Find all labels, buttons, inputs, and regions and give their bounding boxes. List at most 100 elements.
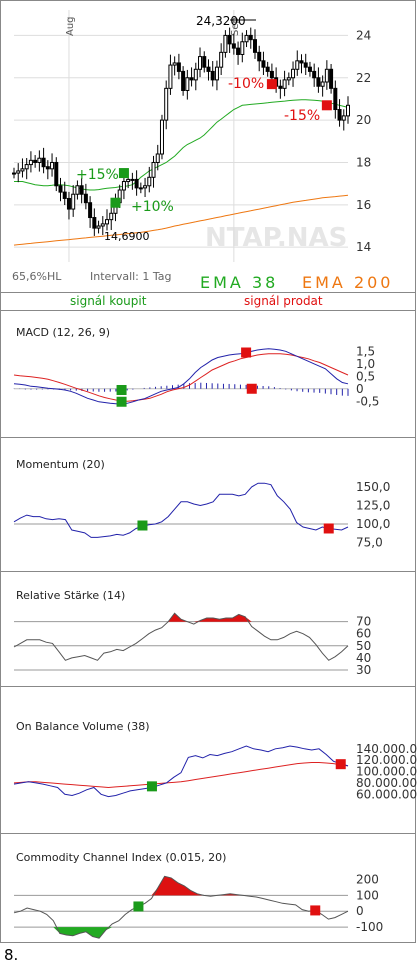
price-bar-body (202, 56, 207, 68)
price-bar-body (143, 185, 148, 189)
momentum-ytick-0: 150,0 (356, 480, 390, 494)
ema-38-line (14, 99, 349, 191)
macd-buy-marker-0 (116, 396, 127, 407)
price-bar-body (341, 115, 346, 121)
cci-oversold-area (14, 927, 348, 939)
price-bar-body (134, 178, 139, 189)
price-bar-body (24, 164, 29, 170)
price-sell-marker-3 (321, 100, 332, 111)
low-label: 14,6900 (104, 230, 150, 243)
price-ytick-5: 14 (356, 240, 371, 254)
price-ytick-1: 22 (356, 71, 371, 85)
cci-ytick-2: 0 (356, 904, 364, 918)
momentum-line (13, 482, 349, 538)
price-bar-body (33, 159, 38, 163)
price-bar-body (299, 60, 304, 64)
price-bar-body (71, 193, 76, 210)
price-bar-body (295, 60, 300, 70)
price-bar-body (329, 68, 334, 89)
obv-ytick-0: 140.000.000 (356, 742, 417, 756)
price-bar-body (37, 157, 42, 163)
price-bar-body (333, 87, 338, 111)
ema-200-line (13, 194, 349, 246)
price-bar-body (346, 104, 350, 117)
macd-sell-marker-2 (241, 347, 252, 358)
price-bar-body (214, 66, 219, 81)
price-bar-body (83, 193, 88, 204)
macd-ytick-2: 0,5 (356, 369, 375, 383)
cci-title: Commodity Channel Index (0.015, 20) (16, 851, 226, 864)
price-bar-body (109, 212, 114, 221)
price-bar-body (269, 70, 274, 79)
chart-frame (0, 0, 416, 943)
rsi-ytick-2: 50 (356, 639, 371, 653)
price-sell-label-3: -15% (284, 108, 320, 124)
price-bar-body (138, 187, 143, 190)
price-bar-body (176, 62, 181, 72)
price-bar-body (79, 185, 84, 195)
price-bar-body (193, 68, 198, 81)
cci-overbought-area (14, 876, 348, 896)
price-bar-body (324, 68, 329, 83)
momentum-buy-marker-0 (137, 520, 148, 531)
price-bar-body (130, 178, 135, 181)
obv-sell-marker-1 (335, 759, 346, 770)
rsi-ytick-4: 30 (356, 663, 371, 677)
price-bar-body (100, 223, 105, 227)
price-bar-body (231, 43, 236, 49)
price-bar-body (244, 34, 249, 43)
price-bar-body (303, 62, 308, 68)
price-bar-body (320, 81, 325, 87)
sell-signal-legend: signál prodat (244, 294, 323, 308)
price-bar-body (337, 109, 342, 121)
price-bar-body (172, 62, 177, 66)
price-bar-body (54, 161, 59, 187)
obv-ytick-1: 120.000.000 (356, 753, 417, 767)
ema-200-legend: EMA 200 (302, 273, 393, 292)
obv-panel: On Balance Volume (38) 140.000.000120.000… (13, 720, 417, 801)
rsi-ytick-0: 70 (356, 615, 371, 629)
price-bar-body (291, 68, 296, 79)
price-bar-body (286, 77, 291, 81)
cci-ytick-0: 200 (356, 873, 379, 887)
price-bar-body (185, 77, 190, 91)
ticker-watermark: NTAP.NAS (205, 223, 347, 253)
price-ytick-3: 18 (356, 155, 371, 169)
price-bar-body (62, 191, 67, 199)
cci-sell-marker-1 (310, 905, 321, 916)
price-bar-body (121, 181, 126, 191)
price-bar-body (151, 161, 156, 178)
price-bar-body (66, 197, 71, 210)
price-bar-body (312, 70, 317, 79)
price-bar-body (265, 66, 270, 72)
price-bar-body (252, 39, 257, 53)
price-bar-body (50, 161, 55, 170)
price-bar-body (20, 168, 25, 172)
obv-ytick-4: 60.000.000 (356, 787, 417, 801)
cci-ytick-1: 100 (356, 888, 379, 902)
cci-panel: Commodity Channel Index (0.015, 20) (13, 851, 349, 939)
price-buy-marker-1 (110, 197, 121, 208)
obv-buy-marker-0 (146, 781, 157, 792)
price-bar-body (75, 185, 80, 195)
high-label: 24,3200 (196, 14, 246, 28)
price-bar-body (278, 85, 283, 89)
rsi-overbought-area (14, 613, 348, 622)
price-bar-body (257, 51, 262, 62)
price-bar-body (210, 70, 215, 81)
macd-signal-line (13, 353, 349, 402)
price-ytick-2: 20 (356, 113, 371, 127)
price-bar-body (88, 202, 93, 219)
price-bar-body (236, 47, 241, 55)
price-bar-body (282, 79, 287, 89)
info-hl-percent: 65,6%HL (12, 270, 62, 283)
price-bar-body (240, 41, 245, 55)
macd-ytick-0: 1,5 (356, 344, 375, 358)
momentum-ytick-3: 75,0 (356, 536, 383, 550)
rsi-ytick-3: 40 (356, 651, 371, 665)
footer-label: 8. (4, 946, 19, 964)
price-bar-body (307, 66, 312, 72)
price-bar-body (261, 60, 266, 68)
